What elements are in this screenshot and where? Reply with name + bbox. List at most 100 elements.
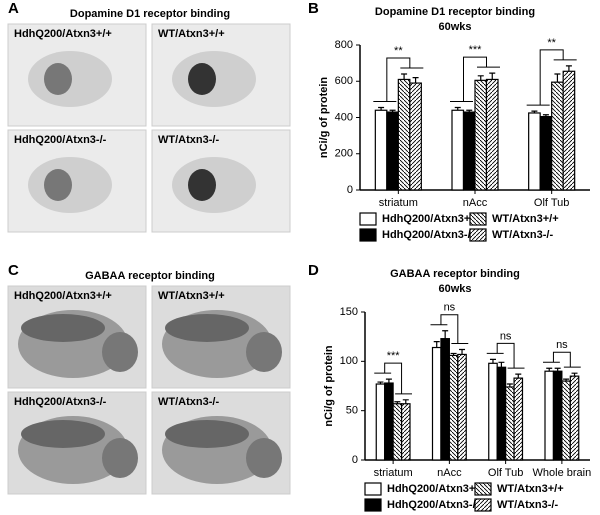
significance-label: ** (547, 37, 556, 49)
bar (561, 380, 571, 461)
panel-letter: B (308, 0, 319, 17)
bar (448, 354, 459, 461)
significance-bracket (386, 57, 411, 102)
error-bar (394, 401, 401, 404)
bar (552, 370, 563, 461)
y-tick-label: 150 (340, 306, 358, 318)
chart-subtitle: 60wks (438, 283, 471, 295)
bar (451, 109, 465, 191)
significance-label: ** (394, 45, 403, 57)
cerebellum-shape (246, 438, 282, 478)
bar (544, 370, 555, 461)
error-bar (459, 348, 466, 355)
legend-swatch (474, 498, 492, 512)
bar (392, 403, 403, 461)
error-bar (477, 75, 484, 81)
y-tick-label: 50 (346, 405, 358, 417)
error-bar (378, 106, 385, 111)
legend-swatch (469, 212, 487, 226)
x-tick-label: Olf Tub (488, 467, 523, 479)
x-tick-label: striatum (379, 197, 418, 209)
bar (400, 403, 411, 461)
bar (496, 366, 507, 461)
bar (374, 109, 388, 191)
legend-swatch (359, 228, 377, 242)
error-bar (546, 367, 553, 372)
legend-swatch (359, 212, 377, 226)
error-bar (571, 372, 578, 377)
bar (409, 82, 422, 191)
error-bar (412, 77, 419, 84)
legend-label: HdhQ200/Atxn3-/- (382, 229, 475, 241)
error-bar (531, 110, 538, 113)
image-label: HdhQ200/Atxn3+/+ (14, 28, 112, 40)
error-bar (433, 341, 440, 348)
bar (386, 111, 399, 191)
striatum-shape (188, 63, 216, 95)
significance-label: ns (500, 330, 512, 342)
error-bar (450, 352, 457, 356)
legend-label: WT/Atxn3-/- (497, 499, 558, 511)
cortex-shape (21, 420, 105, 448)
bar (488, 362, 498, 461)
bar (375, 383, 386, 461)
legend-swatch (469, 228, 487, 242)
y-tick-label: 600 (335, 75, 353, 87)
chart-subtitle: 60wks (438, 21, 471, 33)
error-bar (402, 399, 409, 404)
y-tick-label: 0 (347, 184, 353, 196)
bar (539, 115, 553, 191)
striatum-shape (44, 63, 72, 95)
cortex-shape (165, 314, 249, 342)
error-bar (489, 358, 496, 364)
legend-label: WT/Atxn3+/+ (497, 483, 564, 495)
cortex-shape (21, 314, 105, 342)
x-tick-label: nAcc (437, 467, 462, 479)
legend-label: HdhQ200/Atxn3+/+ (382, 213, 480, 225)
panel-letter: A (8, 0, 19, 17)
image-label: HdhQ200/Atxn3-/- (14, 134, 107, 146)
y-tick-label: 800 (335, 39, 353, 51)
chart-title: GABAA receptor binding (390, 268, 520, 280)
cerebellum-shape (102, 332, 138, 372)
y-axis-label: nCi/g of protein (318, 77, 330, 159)
panel-letter: C (8, 262, 19, 279)
significance-bracket (463, 56, 487, 102)
error-bar (385, 378, 392, 384)
cerebellum-shape (246, 332, 282, 372)
legend-swatch (364, 498, 382, 512)
striatum-shape (44, 169, 72, 201)
bar (485, 78, 499, 191)
significance-label: ns (444, 302, 456, 314)
bar (431, 346, 442, 461)
chart-title: Dopamine D1 receptor binding (375, 6, 535, 18)
panel-title: GABAA receptor binding (85, 270, 215, 282)
error-bar (489, 72, 496, 80)
x-tick-label: Whole brain (533, 467, 592, 479)
bar (569, 375, 580, 461)
error-bar (401, 73, 408, 80)
y-tick-label: 200 (335, 148, 353, 160)
significance-bracket (384, 362, 403, 394)
significance-bracket (539, 49, 564, 106)
image-label: HdhQ200/Atxn3+/+ (14, 290, 112, 302)
error-bar (498, 361, 505, 368)
bar (528, 112, 541, 191)
striatum-shape (188, 169, 216, 201)
significance-label: *** (387, 350, 401, 362)
error-bar (466, 109, 473, 113)
y-tick-label: 0 (352, 454, 358, 466)
error-bar (506, 383, 513, 387)
image-label: WT/Atxn3+/+ (158, 28, 225, 40)
significance-bracket (552, 351, 571, 368)
panel-letter: D (308, 262, 319, 279)
image-label: WT/Atxn3-/- (158, 134, 219, 146)
legend-label: WT/Atxn3+/+ (492, 213, 559, 225)
error-bar (515, 373, 522, 379)
error-bar (554, 367, 561, 372)
image-label: HdhQ200/Atxn3-/- (14, 396, 107, 408)
significance-label: *** (469, 44, 483, 56)
legend-label: HdhQ200/Atxn3+/+ (387, 483, 485, 495)
cortex-shape (165, 420, 249, 448)
